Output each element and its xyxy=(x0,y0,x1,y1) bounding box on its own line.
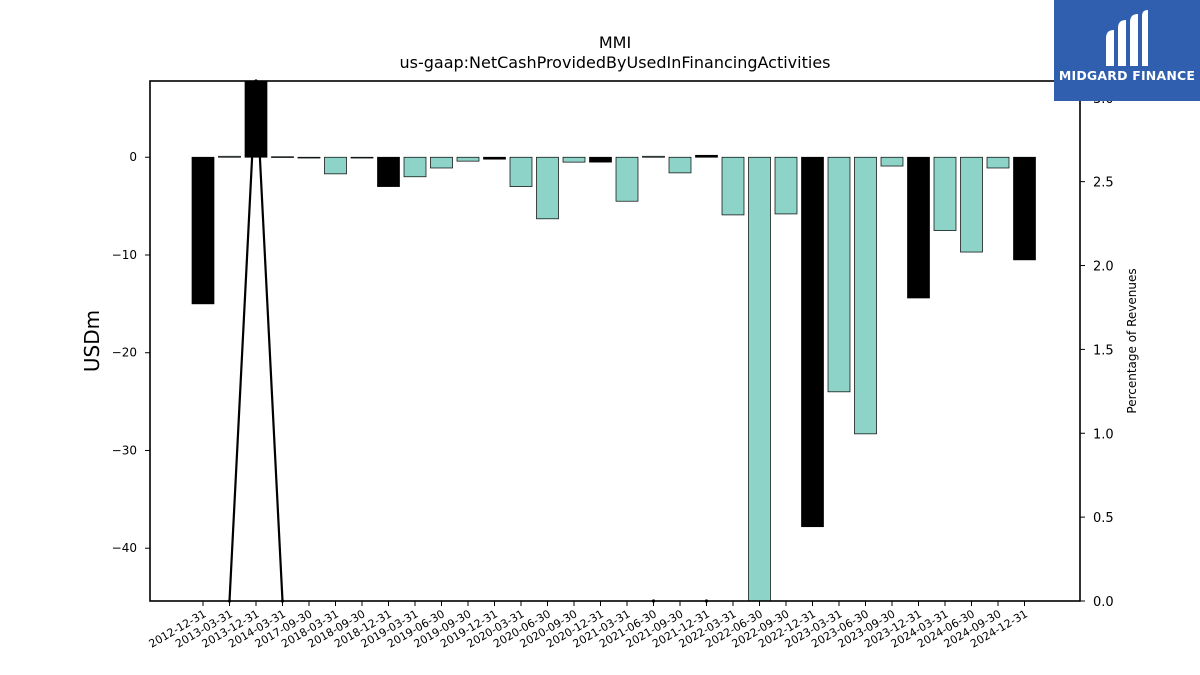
chart-subtitle: us-gaap:NetCashProvidedByUsedInFinancing… xyxy=(399,53,830,72)
bar-2021-09-30 xyxy=(668,156,692,174)
y-axis-right: 0.00.51.01.52.02.53.0 xyxy=(1080,92,1114,610)
plot-frame xyxy=(149,80,1081,602)
bar-2019-09-30 xyxy=(456,156,480,162)
bar-series xyxy=(191,81,1036,601)
bar-2022-03-31 xyxy=(721,156,745,216)
bar-2019-06-30 xyxy=(430,156,453,169)
bar-2024-03-31 xyxy=(933,156,957,231)
bar-2018-09-30 xyxy=(350,156,374,159)
y-tick-label: −20 xyxy=(112,346,137,360)
bar-2019-12-31 xyxy=(483,156,506,160)
y2-tick-label: 2.0 xyxy=(1093,260,1114,275)
y2-tick-label: 1.5 xyxy=(1093,343,1114,358)
y-tick-label: −40 xyxy=(112,541,137,555)
y-axis-label: USDm xyxy=(80,310,104,372)
y-tick-label: 0 xyxy=(129,150,137,164)
x-axis: 2012-12-312013-03-312013-12-312014-03-31… xyxy=(147,601,1030,651)
bar-2023-06-30 xyxy=(854,156,877,435)
chart-title: MMI xyxy=(599,33,631,52)
y2-tick-label: 0.0 xyxy=(1093,595,1114,610)
bar-2022-09-30 xyxy=(774,156,798,215)
bar-2022-12-31 xyxy=(801,156,824,528)
bar-2023-12-31 xyxy=(907,156,930,299)
midgard-finance-logo: MIDGARD FINANCE xyxy=(1054,0,1200,101)
y-tick-label: −30 xyxy=(112,443,137,457)
bar-2021-12-31 xyxy=(695,154,718,158)
bar-2022-06-30 xyxy=(748,156,771,601)
bar-2017-09-30 xyxy=(297,156,321,159)
bar-2024-06-30 xyxy=(960,156,983,253)
bar-2021-06-30 xyxy=(642,155,665,158)
bar-2018-12-31 xyxy=(377,156,400,187)
bar-2020-03-31 xyxy=(509,156,533,187)
bar-2023-09-30 xyxy=(880,156,904,167)
y2-axis-label: Percentage of Revenues xyxy=(1125,268,1139,413)
bar-2013-12-31 xyxy=(244,81,268,158)
bar-2014-03-31 xyxy=(271,156,294,158)
logo-text: MIDGARD FINANCE xyxy=(1058,68,1196,83)
y-tick-label: −10 xyxy=(112,248,137,262)
y2-tick-label: 2.5 xyxy=(1093,176,1114,191)
percentage-line xyxy=(228,80,284,602)
bar-2021-03-31 xyxy=(615,156,639,202)
bar-2019-03-31 xyxy=(403,156,427,178)
bar-2018-03-31 xyxy=(324,156,347,175)
y-axis-left: 0 −10 −20 −30 −40 xyxy=(112,150,150,555)
bar-2024-12-31 xyxy=(1013,156,1036,261)
bar-2020-09-30 xyxy=(562,156,586,163)
bar-2020-12-31 xyxy=(589,156,612,163)
bar-2024-09-30 xyxy=(986,156,1010,169)
bar-2020-06-30 xyxy=(536,156,559,220)
y2-tick-label: 0.5 xyxy=(1093,511,1114,526)
bar-2013-03-31 xyxy=(218,155,241,158)
bar-2023-03-31 xyxy=(827,156,851,393)
y2-tick-label: 1.0 xyxy=(1093,427,1114,442)
bar-2012-12-31 xyxy=(191,156,215,305)
logo-mark-icon xyxy=(1106,10,1148,66)
